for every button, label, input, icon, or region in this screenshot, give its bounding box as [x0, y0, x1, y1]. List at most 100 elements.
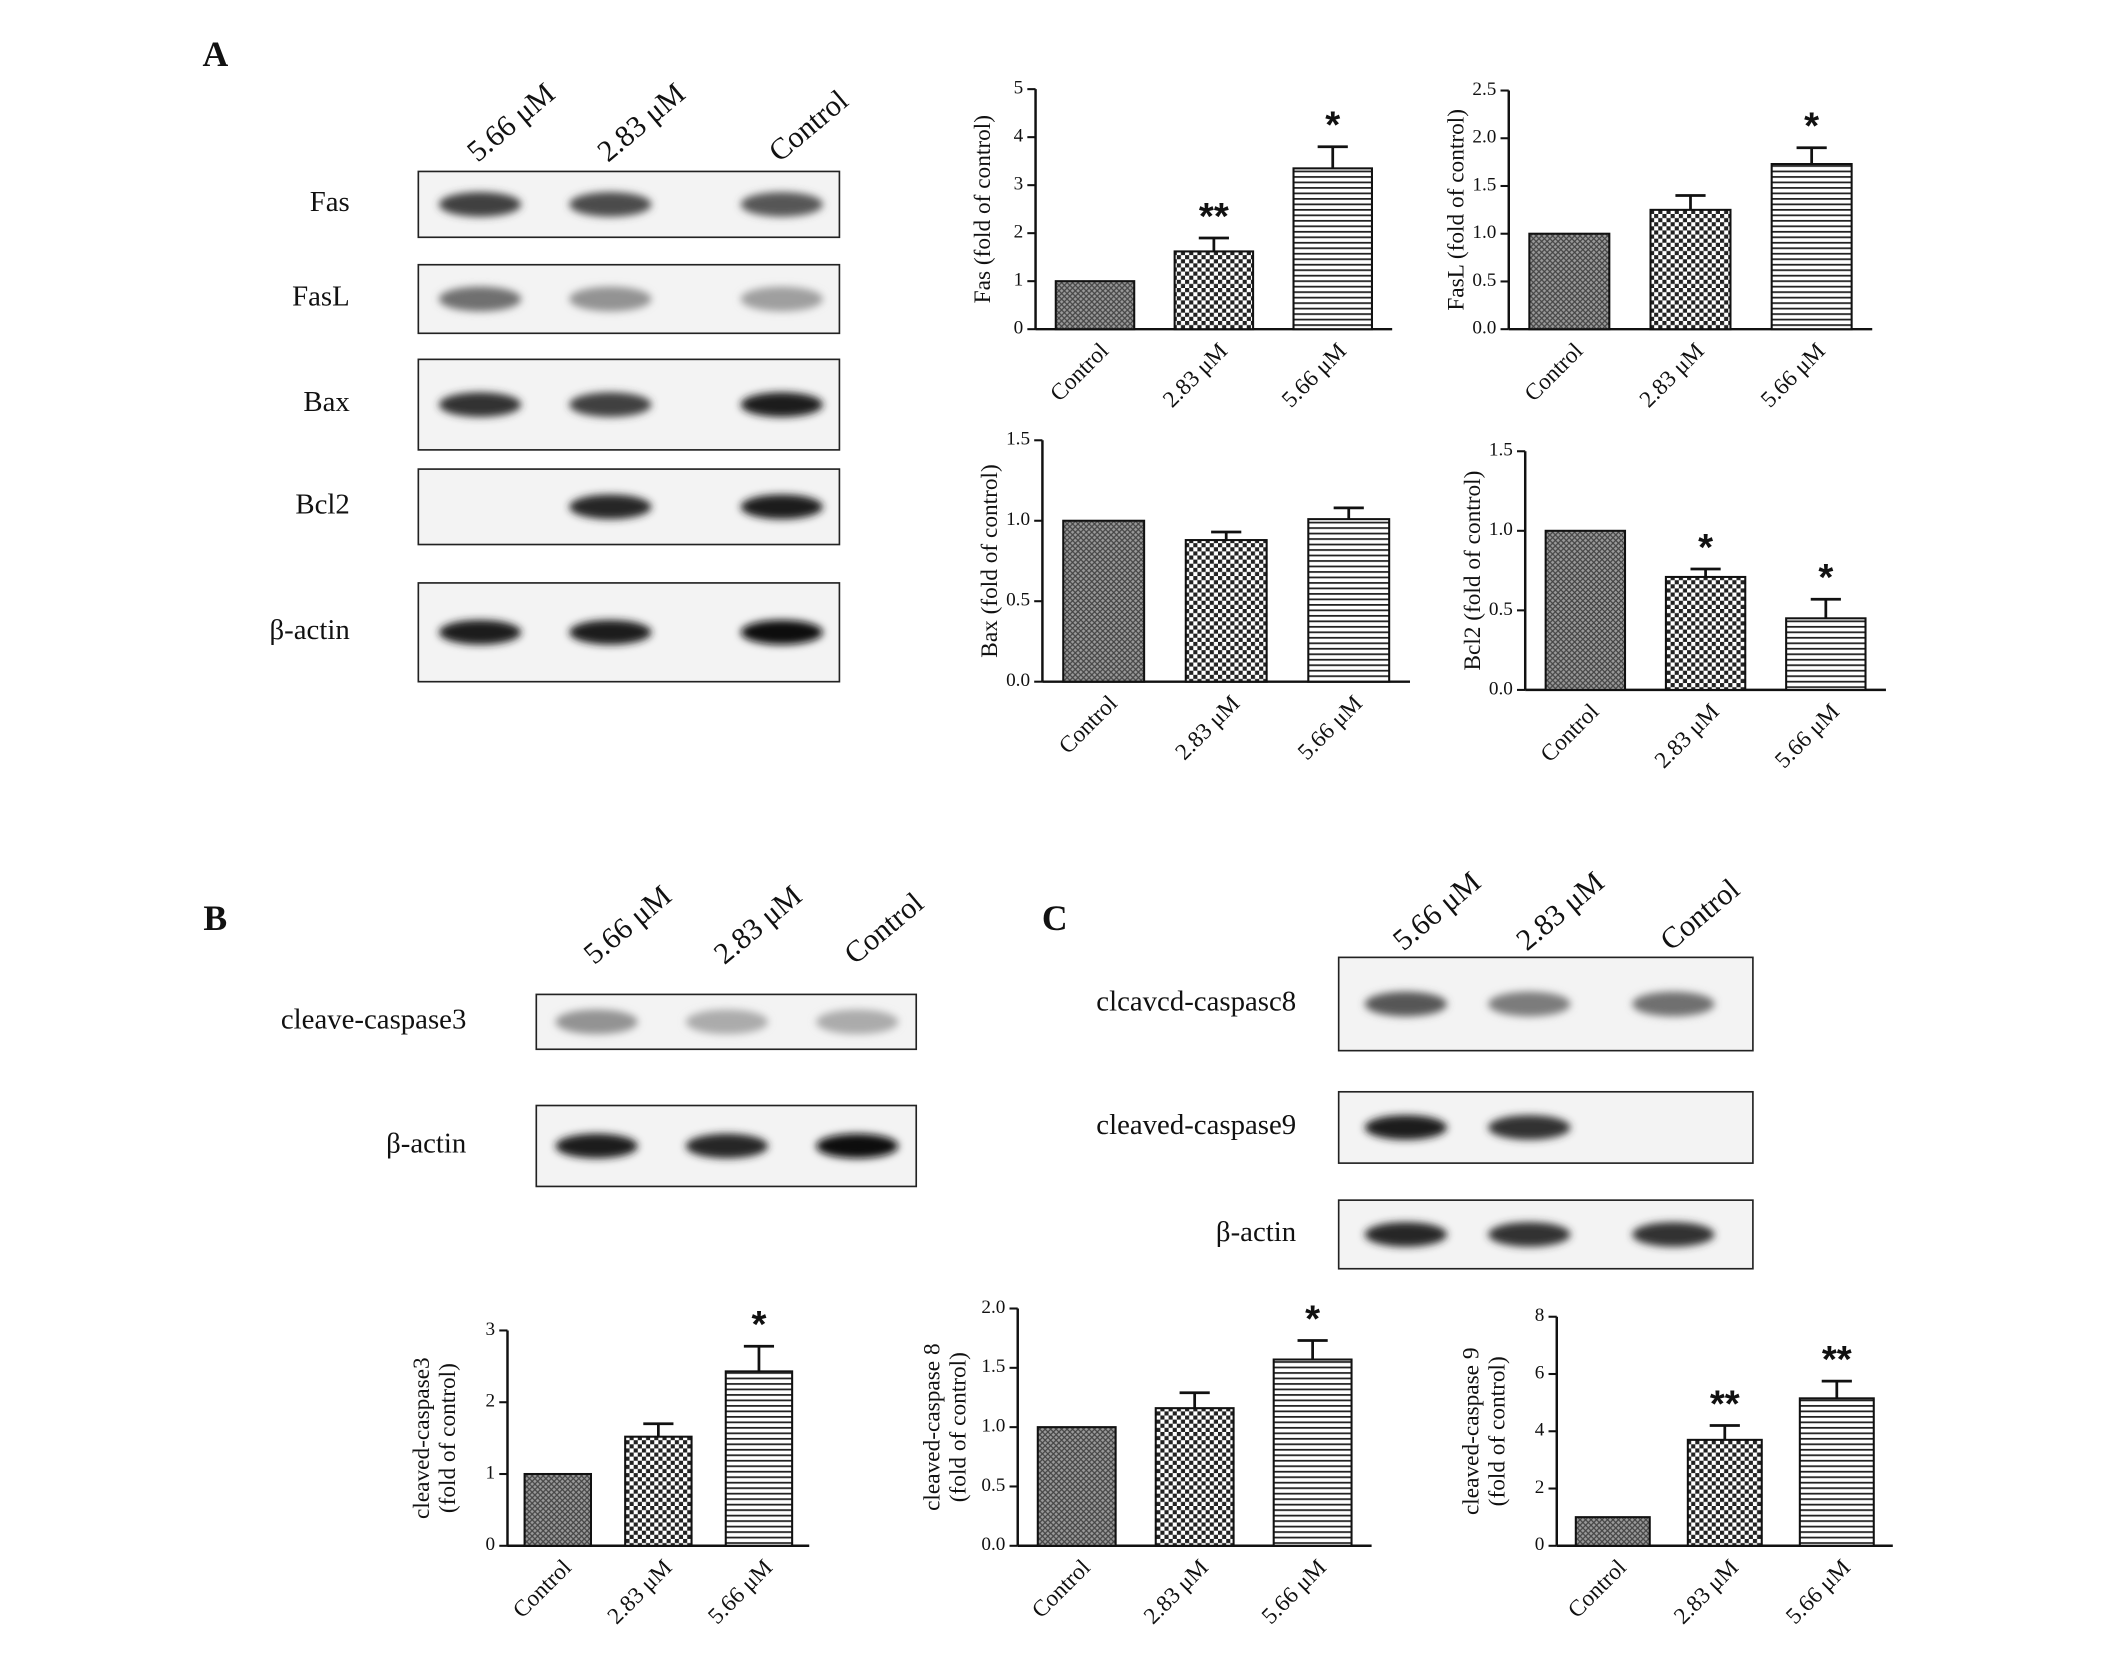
blot-band: [438, 286, 522, 312]
bar: [1544, 529, 1627, 691]
bar: [1770, 163, 1853, 331]
lane-label: Control: [762, 83, 854, 168]
bar: [1664, 575, 1747, 691]
bar: [523, 1472, 593, 1547]
blot-band: [740, 286, 823, 312]
x-tick-label: 2.83 μM: [1650, 699, 1725, 774]
x-tick-label: 2.83 μM: [1635, 338, 1710, 413]
lane-label: 5.66 μM: [1386, 865, 1487, 957]
y-tick-label: 0.0: [1489, 678, 1513, 699]
bar: [1272, 1358, 1353, 1547]
y-tick-label: 1.0: [1489, 519, 1513, 540]
bar: [1798, 1397, 1875, 1547]
blot-band: [740, 392, 823, 417]
blot-band: [569, 619, 652, 645]
blot-band: [569, 286, 652, 312]
lane-label: Control: [837, 886, 929, 971]
x-tick-label: 5.66 μM: [1257, 1554, 1332, 1629]
blot-band: [555, 1133, 638, 1159]
y-tick-label: 5: [1014, 78, 1024, 99]
blot-band: [1488, 991, 1571, 1017]
row-label: Bcl2: [295, 488, 349, 520]
x-tick-label: Control: [1563, 1555, 1632, 1624]
blot-band: [685, 1133, 769, 1159]
significance-label: *: [1818, 556, 1833, 599]
bar: [1292, 167, 1373, 331]
x-tick-label: Control: [1045, 338, 1114, 407]
y-tick-label: 2: [1014, 222, 1024, 243]
lane-label: 2.83 μM: [1510, 865, 1611, 957]
lane-label: 2.83 μM: [707, 878, 808, 970]
y-tick-label: 2: [486, 1391, 496, 1412]
row-label: β-actin: [270, 614, 350, 646]
row-label: Bax: [303, 386, 350, 418]
x-tick-label: 2.83 μM: [1170, 690, 1245, 765]
y-axis-label: (fold of control): [945, 1352, 971, 1502]
blot-band: [569, 392, 652, 417]
y-tick-label: 0.5: [1472, 270, 1496, 291]
y-tick-label: 2.5: [1472, 79, 1496, 100]
y-axis-label: Bax (fold of control): [977, 464, 1003, 657]
y-axis-label: Fas (fold of control): [970, 115, 996, 303]
blot-band: [740, 192, 823, 217]
blot-band: [1364, 991, 1448, 1017]
bar: [1173, 250, 1255, 331]
y-tick-label: 0.5: [981, 1475, 1005, 1496]
significance-label: **: [1199, 195, 1229, 238]
bar: [724, 1370, 794, 1547]
bar: [1686, 1438, 1763, 1547]
y-axis-label: (fold of control): [1485, 1356, 1511, 1506]
bar: [624, 1435, 693, 1547]
y-tick-label: 0.0: [1472, 318, 1496, 339]
y-tick-label: 0.0: [981, 1534, 1005, 1555]
y-tick-label: 0.5: [1489, 599, 1513, 620]
blot-band: [569, 192, 652, 217]
x-tick-label: Control: [1520, 338, 1589, 407]
row-label: cleave-caspase3: [281, 1003, 466, 1035]
y-tick-label: 3: [486, 1319, 496, 1340]
bar: [1184, 539, 1268, 683]
blot-band: [816, 1133, 899, 1159]
row-label: Fas: [310, 186, 350, 218]
x-tick-label: 5.66 μM: [703, 1554, 778, 1629]
x-tick-label: 2.83 μM: [1139, 1554, 1214, 1629]
x-tick-label: 2.83 μM: [1669, 1554, 1744, 1629]
row-label: clcavcd-caspasc8: [1096, 986, 1296, 1018]
bar: [1785, 617, 1867, 691]
y-tick-label: 1.5: [1006, 429, 1030, 450]
y-tick-label: 2.0: [1472, 127, 1496, 148]
blot-band: [555, 1009, 638, 1035]
y-tick-label: 1.5: [981, 1356, 1005, 1377]
significance-label: *: [1804, 105, 1819, 148]
lane-label: 5.66 μM: [577, 878, 678, 970]
bar: [1036, 1426, 1117, 1547]
blot-band: [1488, 1115, 1571, 1140]
y-axis-label: FasL (fold of control): [1443, 109, 1469, 311]
row-label: β-actin: [1216, 1216, 1296, 1248]
blot-band: [438, 192, 522, 217]
y-tick-label: 2.0: [981, 1297, 1005, 1318]
x-tick-label: 5.66 μM: [1770, 699, 1845, 774]
y-tick-label: 8: [1535, 1305, 1545, 1326]
blot-band: [1488, 1222, 1571, 1247]
panel-letter: B: [203, 898, 227, 938]
x-tick-label: 5.66 μM: [1781, 1554, 1856, 1629]
y-tick-label: 2: [1535, 1477, 1545, 1498]
y-tick-label: 6: [1535, 1362, 1545, 1383]
x-tick-label: 5.66 μM: [1293, 690, 1368, 765]
blot-band: [438, 619, 522, 645]
y-tick-label: 1.0: [1472, 222, 1496, 243]
row-label: cleaved-caspase9: [1096, 1109, 1296, 1141]
significance-label: **: [1710, 1382, 1740, 1425]
blot-band: [1632, 1222, 1715, 1247]
y-tick-label: 0: [486, 1534, 496, 1555]
row-label: β-actin: [386, 1128, 466, 1160]
bar: [1154, 1407, 1235, 1547]
y-tick-label: 1.5: [1489, 440, 1513, 461]
blot-band: [438, 392, 522, 417]
panel-letter: A: [202, 34, 228, 74]
y-tick-label: 4: [1535, 1420, 1545, 1441]
row-label: FasL: [292, 281, 350, 313]
bar: [1054, 280, 1136, 331]
x-tick-label: Control: [1054, 691, 1123, 760]
